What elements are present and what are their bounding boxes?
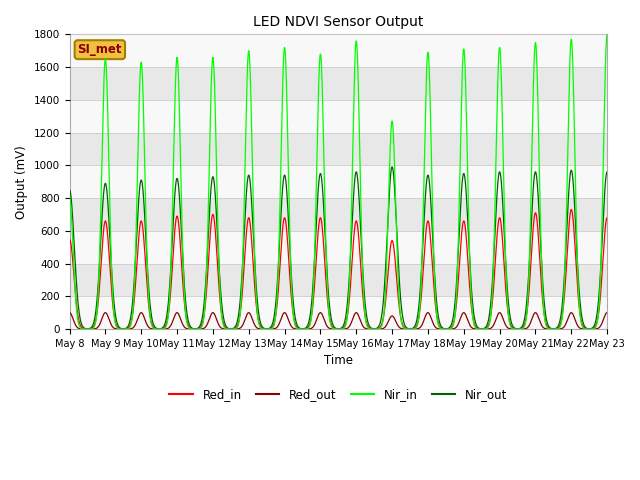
Y-axis label: Output (mV): Output (mV) — [15, 145, 28, 218]
Bar — [70, 132, 607, 165]
Bar — [70, 165, 607, 198]
Bar — [70, 67, 607, 100]
Bar — [70, 264, 607, 296]
X-axis label: Time: Time — [324, 354, 353, 367]
Bar — [70, 35, 607, 67]
Title: LED NDVI Sensor Output: LED NDVI Sensor Output — [253, 15, 424, 29]
Bar — [70, 231, 607, 264]
Bar — [70, 198, 607, 231]
Bar — [70, 100, 607, 132]
Legend: Red_in, Red_out, Nir_in, Nir_out: Red_in, Red_out, Nir_in, Nir_out — [164, 383, 512, 406]
Text: SI_met: SI_met — [77, 43, 122, 56]
Bar — [70, 296, 607, 329]
